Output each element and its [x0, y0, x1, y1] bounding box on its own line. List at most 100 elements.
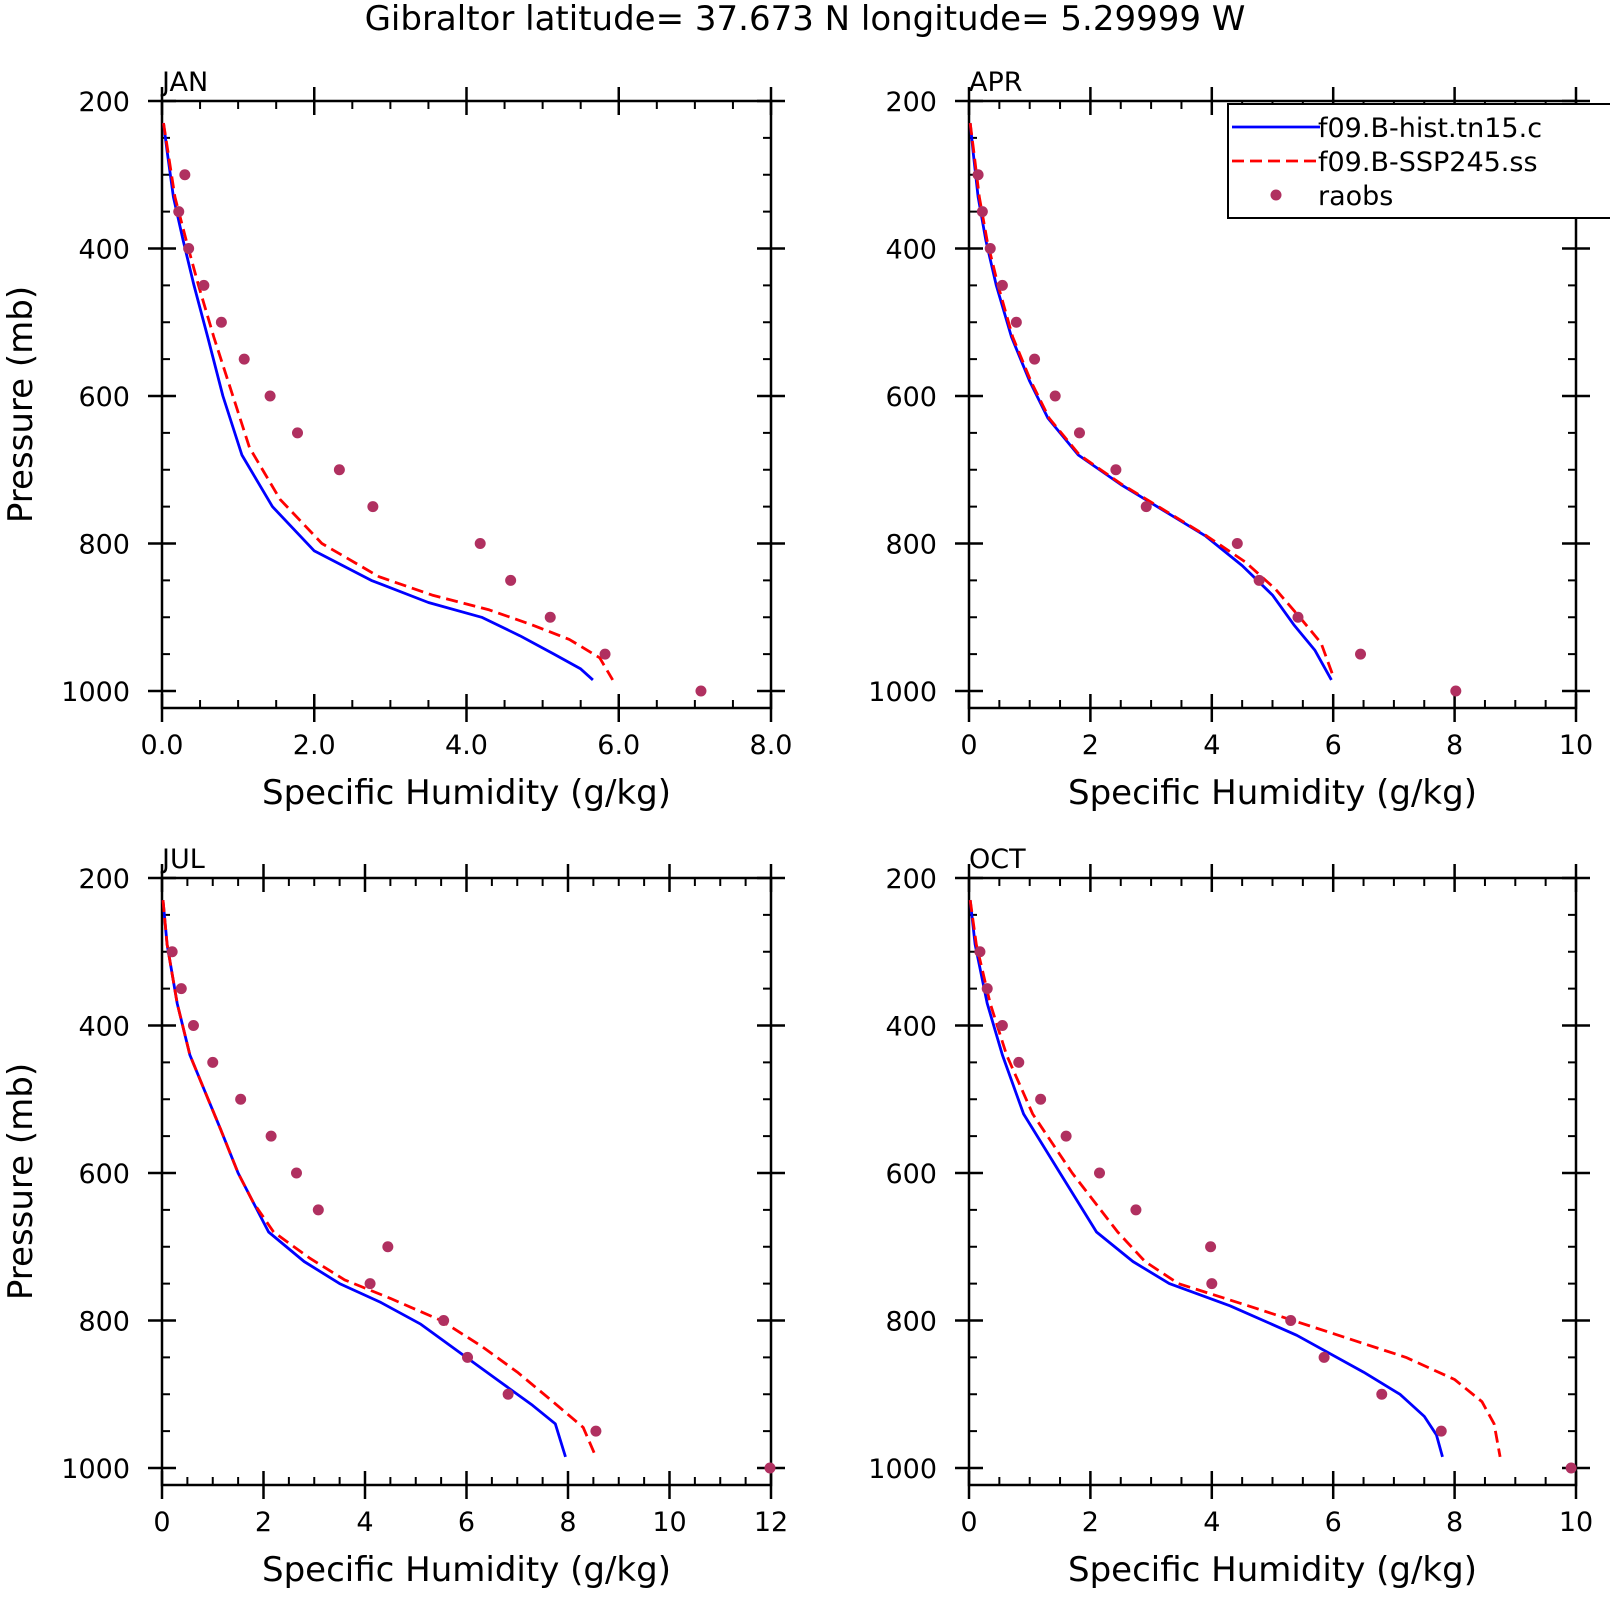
y-tick-label: 200 — [78, 864, 130, 895]
raobs-point — [1073, 427, 1085, 439]
raobs-point — [981, 983, 993, 995]
raobs-point — [544, 611, 556, 623]
raobs-point — [996, 1020, 1008, 1031]
y-tick-label: 400 — [885, 1012, 937, 1043]
raobs-point — [1206, 1278, 1218, 1290]
plot-frame — [160, 876, 773, 1487]
y-axis-title: Pressure (mb) — [1, 286, 41, 523]
y-tick-label: 800 — [78, 1307, 130, 1338]
y-tick-label: 1000 — [868, 1454, 937, 1485]
legend-marker — [1270, 189, 1282, 201]
panel-apr: APR 200 400 600 800 1000 0 2 4 6 8 10 Specific Humid… — [868, 67, 1610, 813]
y-tick-label: 800 — [885, 530, 937, 561]
raobs-point — [1565, 1462, 1577, 1474]
x-tick-label: 8 — [559, 1507, 576, 1538]
x-tick-label: 2 — [1082, 730, 1099, 761]
panel-jul: JUL 200 400 600 800 1000 0 2 4 6 8 10 12 Specific Hum… — [1, 844, 788, 1590]
hist-series-line — [162, 122, 594, 681]
raobs-point — [207, 1056, 219, 1068]
y-tick-label: 200 — [78, 87, 130, 118]
raobs-point — [590, 1425, 602, 1437]
raobs-point — [173, 206, 185, 218]
y-tick-label: 600 — [78, 1159, 130, 1190]
x-tick-label: 6 — [458, 1507, 475, 1538]
plot-frame — [160, 99, 773, 710]
hist-series-line — [161, 899, 567, 1458]
raobs-point — [462, 1351, 474, 1363]
panel-jan: JAN 200 400 600 800 1000 0.0 2.0 4.0 6.0 8.0 Specif… — [1, 67, 792, 813]
y-tick-label: 400 — [78, 235, 130, 266]
raobs-point — [1355, 648, 1367, 660]
ssp245-series-line — [968, 899, 1502, 1458]
y-tick-label: 800 — [885, 1307, 937, 1338]
panel-label: JAN — [160, 67, 208, 98]
raobs-point — [1285, 1315, 1297, 1326]
raobs-point — [187, 1020, 199, 1031]
raobs-point — [333, 464, 345, 476]
raobs-point — [179, 169, 191, 181]
plot-frame — [967, 876, 1578, 1487]
raobs-point — [1318, 1351, 1330, 1363]
raobs-point — [505, 574, 517, 586]
x-tick-label: 12 — [754, 1507, 788, 1538]
raobs-point — [996, 279, 1008, 291]
legend-label: f09.B-SSP245.ss — [1318, 147, 1538, 178]
ssp245-series-line — [968, 122, 1335, 677]
raobs-point — [292, 427, 304, 439]
x-tick-label: 2 — [255, 1507, 272, 1538]
y-tick-label: 800 — [78, 530, 130, 561]
raobs-point — [264, 390, 276, 402]
x-tick-label: 6.0 — [597, 730, 640, 761]
raobs-point — [1013, 1056, 1025, 1068]
panel-label: APR — [969, 67, 1023, 98]
x-tick-label: 10 — [652, 1507, 686, 1538]
raobs-point — [382, 1241, 394, 1253]
hist-series-line — [968, 122, 1333, 681]
raobs-point — [198, 279, 210, 291]
raobs-point — [1130, 1204, 1142, 1216]
ssp245-series-line — [161, 899, 598, 1458]
raobs-point — [976, 206, 988, 218]
raobs-point — [265, 1130, 277, 1142]
y-tick-label: 1000 — [61, 677, 130, 708]
raobs-point — [1231, 538, 1243, 549]
legend-label: f09.B-hist.tn15.c — [1318, 113, 1542, 144]
x-tick-label: 6 — [1325, 730, 1342, 761]
x-tick-label: 0 — [960, 1507, 977, 1538]
raobs-point — [438, 1315, 450, 1326]
x-tick-label: 2 — [1082, 1507, 1099, 1538]
raobs-point — [1140, 501, 1152, 513]
x-axis-title: Specific Humidity (g/kg) — [1068, 773, 1477, 813]
panel-label: JUL — [160, 844, 205, 875]
x-tick-label: 4 — [356, 1507, 373, 1538]
y-tick-label: 1000 — [868, 677, 937, 708]
y-tick-label: 400 — [78, 1012, 130, 1043]
raobs-point — [1205, 1241, 1217, 1253]
raobs-point — [1376, 1388, 1388, 1400]
y-tick-label: 600 — [78, 382, 130, 413]
x-tick-label: 8 — [1446, 1507, 1463, 1538]
raobs-point — [1010, 316, 1022, 328]
raobs-point — [1435, 1425, 1447, 1437]
x-tick-label: 8.0 — [750, 730, 793, 761]
raobs-point — [972, 169, 984, 181]
x-axis-title: Specific Humidity (g/kg) — [262, 773, 671, 813]
panel-oct: OCT 200 400 600 800 1000 0 2 4 6 8 10 Specific Humid… — [868, 844, 1593, 1590]
raobs-point — [1094, 1167, 1106, 1179]
x-tick-label: 0.0 — [141, 730, 184, 761]
raobs-point — [1049, 390, 1061, 402]
y-tick-label: 200 — [885, 87, 937, 118]
raobs-point — [984, 243, 996, 254]
panel-label: OCT — [969, 844, 1026, 875]
raobs-point — [474, 538, 486, 549]
raobs-point — [1060, 1130, 1072, 1142]
y-axis-title: Pressure (mb) — [1, 1063, 41, 1300]
x-tick-label: 0 — [960, 730, 977, 761]
x-tick-label: 2.0 — [293, 730, 336, 761]
x-tick-label: 4.0 — [445, 730, 488, 761]
raobs-point — [166, 946, 178, 958]
raobs-point — [502, 1388, 514, 1400]
